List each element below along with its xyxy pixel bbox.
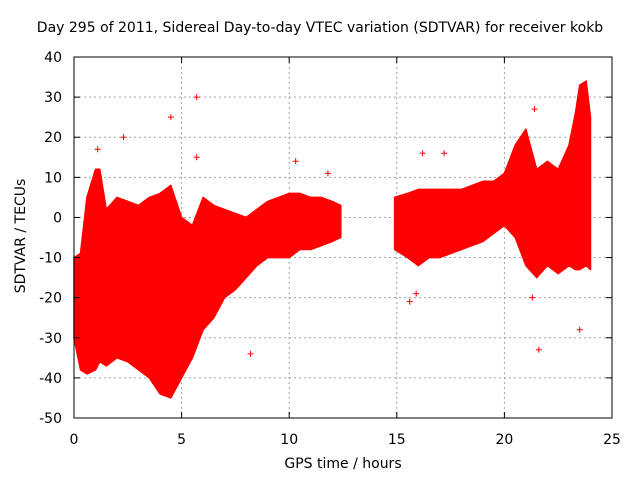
y-tick-label: -40 (39, 371, 62, 387)
outlier-point (413, 290, 420, 297)
y-tick-label: -30 (39, 331, 62, 347)
x-tick-label: 25 (603, 432, 621, 448)
outlier-point (529, 294, 536, 301)
y-tick-label: -10 (39, 251, 62, 267)
outlier-point (120, 134, 127, 141)
y-tick-label: 40 (44, 50, 62, 66)
data-band-after-gap (393, 80, 592, 279)
y-tick-label: -20 (39, 291, 62, 307)
chart-title: Day 295 of 2011, Sidereal Day-to-day VTE… (36, 20, 604, 36)
x-axis-label: GPS time / hours (284, 456, 402, 472)
outlier-point (531, 106, 538, 113)
outlier-point (94, 146, 101, 153)
outlier-point (193, 94, 200, 101)
y-tick-label: 0 (53, 210, 62, 226)
outlier-point (419, 150, 426, 157)
plot-frame (73, 56, 613, 419)
x-tick-label: 5 (177, 432, 186, 448)
outlier-point (167, 114, 174, 121)
outlier-point (535, 346, 542, 353)
x-tick-label: 20 (495, 432, 513, 448)
x-tick-label: 15 (388, 432, 406, 448)
outlier-point (576, 326, 583, 333)
outlier-point (247, 350, 254, 357)
outlier-point (441, 150, 448, 157)
y-tick-label: -50 (39, 411, 62, 427)
y-tick-label: 10 (44, 170, 62, 186)
data-band-before-gap (73, 168, 342, 399)
y-tick-label: 20 (44, 130, 62, 146)
y-tick-label: 30 (44, 90, 62, 106)
outlier-point (292, 158, 299, 165)
x-tick-label: 10 (280, 432, 298, 448)
y-axis-label: SDTVAR / TECUs (13, 178, 29, 294)
outlier-point (406, 298, 413, 305)
x-tick-label: 0 (70, 432, 79, 448)
outlier-point (193, 154, 200, 161)
outlier-point (324, 170, 331, 177)
